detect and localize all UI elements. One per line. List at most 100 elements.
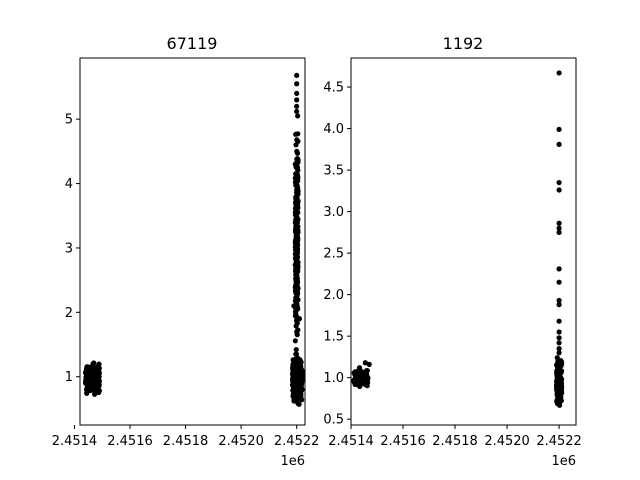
data-point — [291, 303, 297, 309]
data-point — [290, 371, 297, 377]
data-point — [292, 298, 298, 304]
data-point — [558, 370, 564, 376]
data-point — [556, 70, 562, 76]
data-point — [558, 359, 564, 365]
y-tick-label-right: 1.0 — [323, 371, 344, 386]
data-point — [294, 90, 300, 97]
data-point — [556, 229, 562, 235]
y-tick-label-left: 2 — [65, 306, 73, 321]
y-tick-label-right: 3.5 — [323, 164, 344, 179]
data-point — [294, 103, 300, 109]
data-point — [84, 368, 90, 374]
data-point — [556, 346, 562, 352]
data-point — [293, 223, 300, 229]
data-point — [85, 384, 91, 390]
data-point — [293, 346, 299, 353]
data-point — [295, 395, 301, 401]
y-tick-label-right: 3.0 — [323, 205, 344, 220]
data-point — [554, 399, 560, 405]
y-tick-label-right: 1.5 — [323, 330, 344, 345]
data-point — [93, 372, 99, 379]
data-point — [556, 141, 562, 147]
y-tick-label-right: 0.5 — [323, 413, 344, 428]
data-point — [352, 381, 358, 388]
data-point — [293, 252, 299, 258]
data-point — [366, 361, 372, 367]
data-point — [296, 316, 303, 322]
data-point — [363, 373, 369, 379]
subplot-right: 1192 2.4514 2.4516 2.4518 2.4520 2.4522 0.5 1.… — [323, 34, 582, 469]
subplot-right-x-offset-label: 1e6 — [551, 454, 576, 469]
data-point — [294, 279, 301, 285]
data-point — [556, 318, 562, 324]
data-point — [294, 72, 300, 78]
data-point — [296, 401, 302, 407]
data-point — [555, 386, 561, 392]
data-point — [293, 351, 300, 357]
data-point — [556, 329, 562, 335]
data-point — [556, 220, 562, 226]
data-point — [294, 81, 300, 87]
data-point — [293, 216, 300, 222]
data-point — [294, 97, 300, 103]
data-point — [556, 380, 562, 386]
x-tick-label-right: 2.4516 — [380, 434, 426, 449]
data-point — [293, 323, 299, 329]
x-tick-label-right: 2.4520 — [484, 434, 530, 449]
y-tick-label-left: 5 — [65, 113, 73, 128]
data-point — [358, 373, 364, 380]
subplot-left-x-offset-label: 1e6 — [280, 454, 305, 469]
x-tick-label-right: 2.4514 — [328, 434, 374, 449]
data-point — [362, 360, 368, 366]
data-point — [293, 233, 299, 239]
data-point — [291, 398, 297, 404]
data-point — [295, 327, 301, 333]
data-point — [90, 361, 96, 367]
subplot-left-points — [82, 72, 305, 407]
data-point — [291, 384, 297, 390]
y-tick-label-right: 4.0 — [323, 122, 344, 137]
data-point — [94, 385, 100, 391]
data-point — [556, 297, 562, 304]
data-point — [294, 206, 300, 212]
data-point — [293, 142, 299, 148]
x-tick-label-left: 2.4518 — [163, 434, 209, 449]
subplot-right-ticks: 2.4514 2.4516 2.4518 2.4520 2.4522 0.5 1.0 1.5 2… — [323, 81, 582, 449]
data-point — [294, 376, 301, 382]
data-point — [358, 369, 364, 375]
data-point — [295, 113, 301, 119]
data-point — [294, 150, 301, 156]
data-point — [93, 379, 99, 385]
data-point — [85, 377, 91, 384]
data-point — [556, 350, 562, 356]
data-point — [353, 373, 359, 380]
x-tick-label-left: 2.4516 — [107, 434, 153, 449]
data-point — [296, 384, 302, 390]
data-point — [295, 305, 301, 311]
y-tick-label-right: 2.5 — [323, 247, 344, 262]
x-tick-label-right: 2.4522 — [536, 434, 582, 449]
data-point — [556, 225, 562, 231]
data-point — [293, 164, 299, 170]
data-point — [84, 364, 90, 370]
data-point — [554, 363, 560, 369]
data-point — [293, 288, 299, 294]
subplot-right-title: 1192 — [443, 34, 484, 53]
x-tick-label-right: 2.4518 — [432, 434, 478, 449]
data-point — [293, 257, 299, 263]
data-point — [294, 244, 300, 250]
data-point — [556, 394, 562, 400]
subplot-left-title: 67119 — [167, 34, 218, 53]
data-point — [297, 390, 304, 397]
subplot-right-frame — [350, 57, 577, 426]
data-point — [84, 388, 90, 395]
data-point — [556, 302, 562, 308]
data-point — [556, 340, 562, 346]
data-point — [294, 137, 300, 143]
data-point — [556, 187, 562, 193]
data-point — [556, 266, 562, 272]
data-point — [292, 262, 298, 268]
data-point — [556, 179, 562, 186]
data-point — [556, 279, 562, 285]
data-point — [293, 310, 299, 317]
